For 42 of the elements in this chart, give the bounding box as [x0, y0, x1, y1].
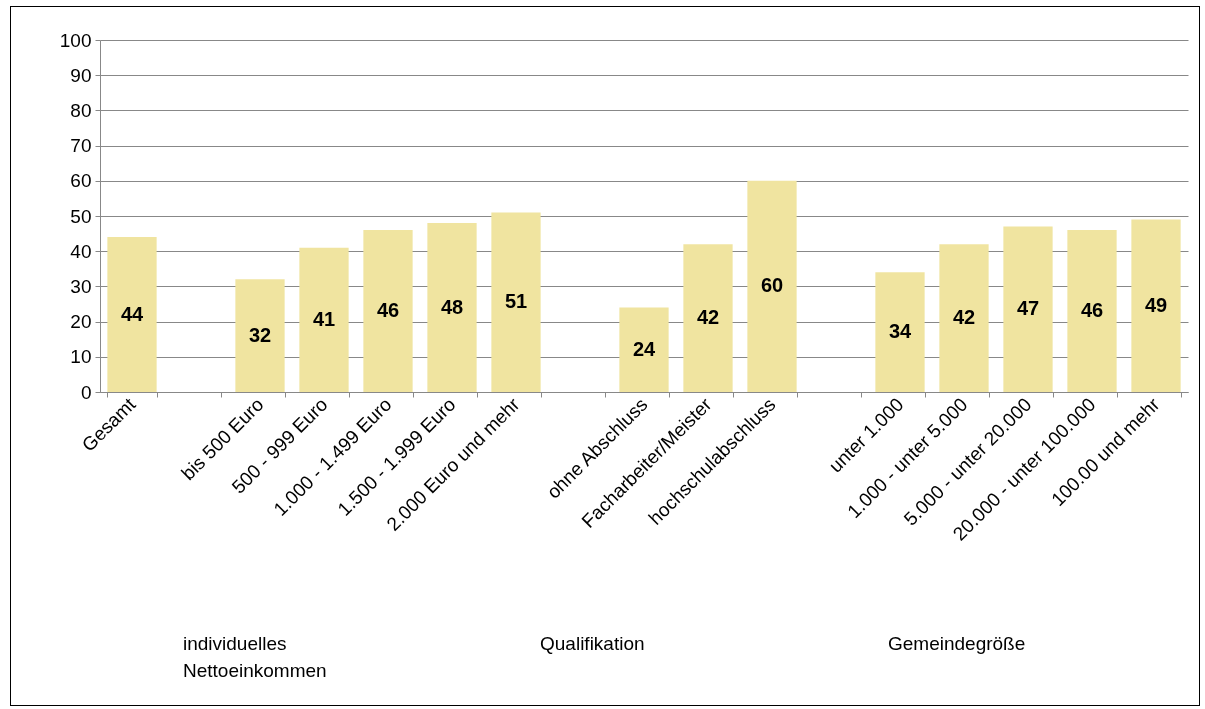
bar: [747, 180, 797, 392]
data-label: 42: [696, 306, 720, 329]
y-tick-label: 80: [70, 99, 92, 121]
bar: [875, 272, 925, 392]
bar: [683, 244, 733, 392]
bar: [491, 212, 541, 392]
y-tick-label: 70: [70, 135, 92, 157]
data-label: 51: [504, 290, 528, 313]
data-label: 60: [760, 274, 784, 297]
data-label: 41: [312, 307, 336, 330]
data-label: 46: [1080, 299, 1104, 322]
bar: [299, 247, 349, 392]
y-tick-label: 50: [70, 205, 92, 227]
data-label: 24: [632, 337, 656, 360]
y-tick-label: 100: [59, 29, 92, 51]
y-tick-label: 90: [70, 64, 92, 86]
bar: [1067, 230, 1117, 392]
data-label: 42: [952, 306, 976, 329]
data-label: 48: [440, 295, 464, 318]
bar: [1003, 226, 1053, 392]
text: individuelles Nettoeinkommen: [183, 632, 328, 683]
bar: [107, 237, 157, 392]
data-label: 34: [888, 320, 912, 343]
y-tick-label: 30: [70, 275, 92, 297]
data-label: 49: [1144, 293, 1168, 316]
bar: [619, 307, 669, 392]
bar: [1131, 219, 1181, 392]
y-tick-label: 10: [70, 346, 92, 368]
y-tick-label: 20: [70, 311, 92, 333]
data-label: 32: [248, 323, 272, 346]
y-tick-label: 60: [70, 170, 92, 192]
data-label: 47: [1016, 297, 1040, 320]
y-tick-label: 0: [80, 381, 92, 403]
data-label: 44: [120, 302, 144, 325]
bar: [363, 230, 413, 392]
bar: [939, 244, 989, 392]
text: Gemeindegröße: [888, 632, 1027, 656]
bar: [427, 223, 477, 392]
bar: [235, 279, 285, 392]
y-tick-label: 40: [70, 240, 92, 262]
data-label: 46: [376, 299, 400, 322]
text: Qualifikation: [540, 632, 646, 656]
